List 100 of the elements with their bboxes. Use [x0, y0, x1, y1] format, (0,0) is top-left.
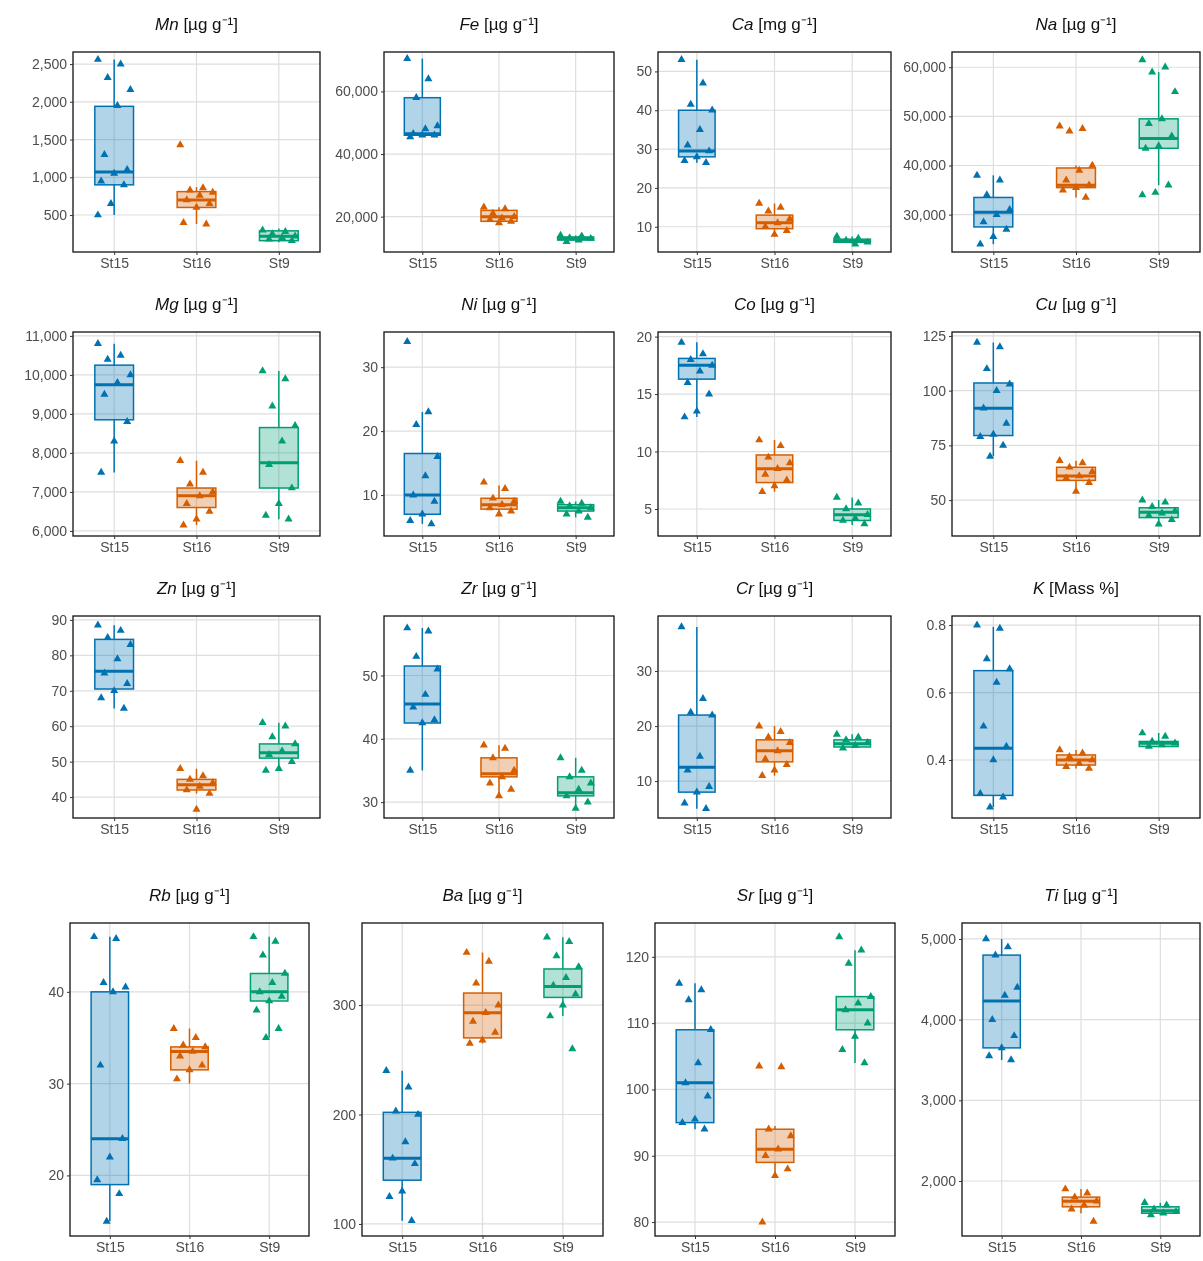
y-tick-label: 80	[633, 1214, 650, 1231]
chart-title: Co [µg g⁻¹]	[734, 295, 815, 314]
chart-title: Ni [µg g⁻¹]	[461, 295, 537, 314]
x-tick-label: St16	[760, 820, 790, 837]
y-tick-label: 60	[51, 718, 68, 735]
x-tick-label: St16	[1062, 820, 1092, 837]
y-tick-label: 4,000	[920, 1011, 957, 1028]
y-tick-label: 7,000	[31, 483, 68, 500]
y-tick-label: 5	[644, 500, 653, 517]
x-tick-label: St15	[100, 820, 130, 837]
x-tick-label: St15	[408, 820, 438, 837]
y-tick-label: 30	[362, 359, 379, 376]
y-tick-label: 50	[636, 63, 653, 80]
y-tick-label: 300	[332, 997, 357, 1014]
x-tick-label: St15	[408, 254, 438, 271]
chart-title: Fe [µg g⁻¹]	[459, 15, 539, 34]
y-tick-label: 5,000	[920, 930, 957, 947]
x-tick-label: St15	[95, 1238, 125, 1255]
x-tick-label: St9	[844, 1238, 867, 1255]
y-tick-label: 100	[922, 382, 947, 399]
x-tick-label: St9	[842, 538, 864, 555]
chart-title: Cu [µg g⁻¹]	[1035, 295, 1117, 314]
y-tick-label: 40	[51, 789, 68, 806]
y-tick-label: 60,000	[335, 83, 379, 100]
y-tick-label: 30	[362, 794, 379, 811]
y-tick-label: 40,000	[903, 157, 947, 174]
y-tick-label: 10	[636, 773, 653, 790]
x-tick-label: St16	[182, 254, 212, 271]
y-tick-label: 9,000	[31, 405, 68, 422]
y-tick-label: 30	[636, 141, 653, 158]
x-tick-label: St15	[979, 538, 1009, 555]
x-tick-label: St16	[485, 820, 515, 837]
y-tick-label: 3,000	[920, 1092, 957, 1109]
x-tick-label: St15	[979, 820, 1009, 837]
x-tick-label: St15	[100, 254, 130, 271]
x-tick-label: St9	[565, 254, 587, 271]
chart-title: Rb [µg g⁻¹]	[149, 886, 230, 905]
y-tick-label: 0.4	[926, 751, 947, 768]
y-tick-label: 50	[362, 667, 379, 684]
x-tick-label: St15	[100, 538, 130, 555]
x-tick-label: St16	[1067, 1238, 1097, 1255]
y-tick-label: 30	[636, 663, 653, 680]
y-tick-label: 50	[930, 492, 947, 509]
y-tick-label: 10	[636, 218, 653, 235]
x-tick-label: St9	[259, 1238, 281, 1255]
y-tick-label: 1,500	[31, 131, 68, 148]
y-tick-label: 100	[625, 1081, 650, 1098]
y-tick-label: 10	[636, 443, 653, 460]
y-tick-label: 200	[332, 1106, 357, 1123]
chart-title: Zr [µg g⁻¹]	[460, 579, 537, 598]
x-tick-label: St15	[987, 1238, 1017, 1255]
x-tick-label: St9	[565, 538, 587, 555]
x-tick-label: St9	[268, 538, 291, 555]
y-tick-label: 30,000	[903, 206, 947, 223]
x-tick-label: St9	[1148, 254, 1170, 271]
chart-title: Ba [µg g⁻¹]	[442, 886, 523, 905]
x-tick-label: St9	[552, 1238, 575, 1255]
chart-title: Ti [µg g⁻¹]	[1044, 886, 1118, 905]
chart-title: Mg [µg g⁻¹]	[155, 295, 238, 314]
y-tick-label: 30	[48, 1075, 65, 1092]
x-tick-label: St16	[485, 538, 515, 555]
x-tick-label: St15	[681, 1238, 711, 1255]
x-tick-label: St9	[565, 820, 587, 837]
y-tick-label: 20,000	[335, 208, 379, 225]
y-tick-label: 40	[636, 102, 653, 119]
x-tick-label: St16	[468, 1238, 498, 1255]
chart-title: Cr [µg g⁻¹]	[735, 579, 814, 598]
y-tick-label: 50,000	[903, 108, 947, 125]
x-tick-label: St15	[682, 254, 712, 271]
y-tick-label: 40,000	[335, 146, 379, 163]
y-tick-label: 2,000	[920, 1172, 957, 1189]
y-tick-label: 10,000	[24, 366, 68, 383]
chart-title: Ca [mg g⁻¹]	[731, 15, 818, 34]
chart-title: Na [µg g⁻¹]	[1035, 15, 1117, 34]
x-tick-label: St15	[682, 538, 712, 555]
y-tick-label: 50	[51, 753, 68, 770]
x-tick-label: St15	[408, 538, 438, 555]
y-tick-label: 0.6	[926, 684, 947, 701]
y-tick-label: 20	[362, 423, 379, 440]
y-tick-label: 10	[362, 487, 379, 504]
y-tick-label: 60,000	[903, 59, 947, 76]
y-tick-label: 80	[51, 647, 68, 664]
y-tick-label: 20	[636, 179, 653, 196]
y-tick-label: 20	[636, 328, 653, 345]
y-tick-label: 40	[362, 730, 379, 747]
x-tick-label: St16	[175, 1238, 205, 1255]
x-tick-label: St9	[842, 254, 864, 271]
y-tick-label: 0.8	[926, 617, 947, 634]
y-tick-label: 15	[636, 386, 653, 403]
y-tick-label: 20	[48, 1167, 65, 1184]
y-tick-label: 90	[633, 1147, 650, 1164]
y-tick-label: 120	[625, 948, 650, 965]
x-tick-label: St15	[388, 1238, 418, 1255]
y-tick-label: 8,000	[31, 444, 68, 461]
x-tick-label: St16	[182, 820, 212, 837]
x-tick-label: St9	[842, 820, 864, 837]
chart-title: Sr [µg g⁻¹]	[736, 886, 814, 905]
x-tick-label: St16	[760, 254, 790, 271]
y-tick-label: 100	[332, 1215, 357, 1232]
x-tick-label: St16	[485, 254, 515, 271]
